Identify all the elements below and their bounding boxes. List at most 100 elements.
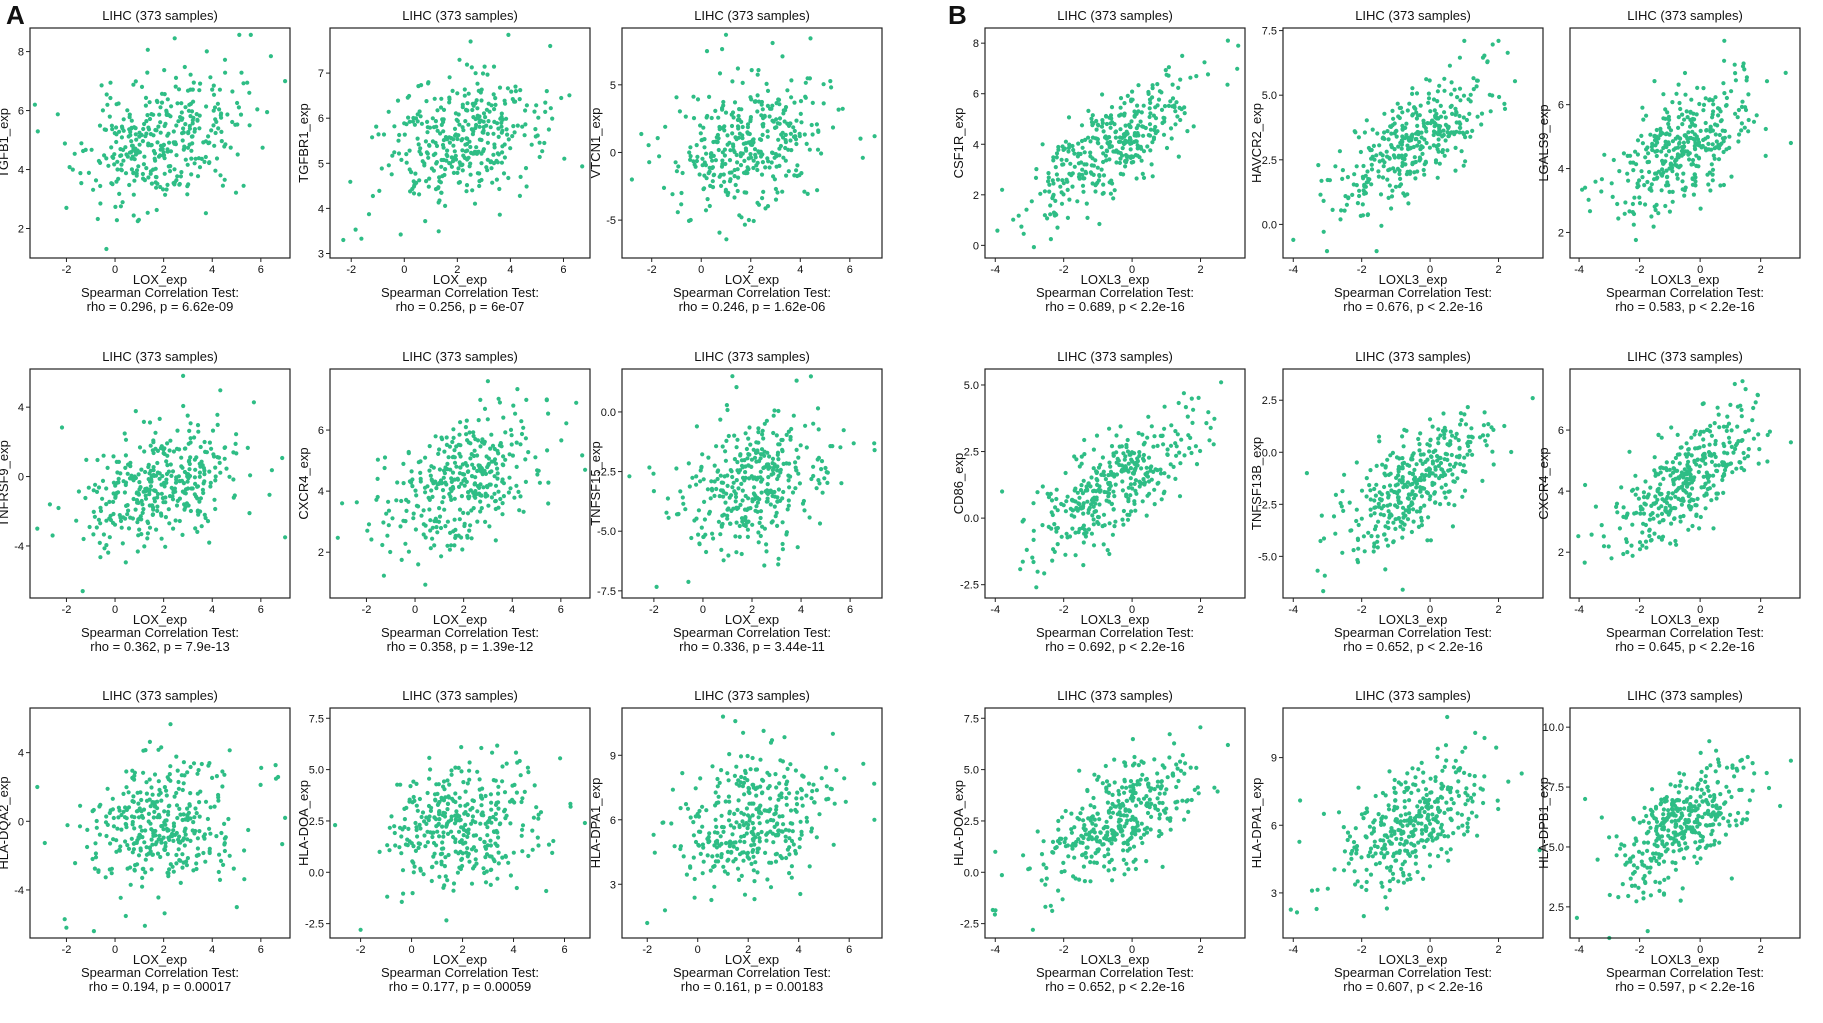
data-point [692,895,697,900]
data-point [425,790,430,796]
data-point [583,467,588,472]
data-point [214,156,220,161]
data-point [167,521,172,526]
data-point [198,496,203,501]
data-point [533,455,538,460]
data-point [701,477,706,482]
data-point [1136,431,1141,436]
data-point [365,528,370,533]
data-point [136,533,141,538]
data-point [1497,94,1502,100]
data-point [780,814,785,819]
data-point [761,728,766,734]
data-point [470,462,475,467]
data-point [830,444,835,449]
data-point [168,462,173,467]
data-point [518,494,523,499]
data-point [1340,168,1345,173]
data-point [460,125,465,130]
data-point [471,466,477,471]
data-point [490,750,495,755]
data-point [208,75,213,80]
data-point [486,119,491,124]
data-point [449,543,454,548]
y-tick-label: 2 [18,224,24,236]
data-point [434,525,439,530]
data-point [413,171,418,176]
data-point [751,218,756,224]
data-point [1099,145,1104,150]
data-point [234,432,239,437]
data-point [526,770,531,775]
data-point [510,97,515,102]
data-point [397,132,402,138]
y-tick-label: 0 [610,147,616,159]
data-point [1155,82,1160,87]
data-point [681,854,686,859]
data-point [477,179,482,184]
x-tick-label: 2 [161,944,167,956]
data-point [1100,92,1105,97]
data-point [483,855,488,860]
x-tick-label: 0 [112,604,118,616]
data-point [1709,162,1714,167]
data-point [171,140,176,145]
data-point [1610,194,1615,199]
data-point [724,237,729,242]
data-point [1377,159,1382,164]
data-point [489,800,494,805]
data-point [187,142,192,147]
data-point [446,794,451,799]
data-point [523,166,529,171]
data-point [705,487,711,492]
data-point [787,852,792,857]
data-point [698,123,703,128]
data-point [1668,161,1673,166]
data-point [141,162,146,167]
data-point [202,159,207,164]
data-point [451,881,457,886]
data-point [124,825,129,830]
data-point [1653,207,1658,213]
data-point [403,541,408,546]
data-point [719,841,724,847]
data-point [476,149,481,154]
data-point [190,118,195,123]
data-point [1649,214,1654,219]
data-point [774,510,779,515]
data-point [734,385,739,390]
scatter-chart-b4: LIHC (373 samples)-4 -2 0 2-2.50.02.55.0LOX… [951,349,1246,654]
data-point [165,441,170,446]
data-point [155,495,160,500]
data-point [706,455,711,460]
data-point [171,824,177,829]
data-point [196,768,201,773]
data-point [710,158,715,163]
data-point [495,448,500,454]
data-point [454,444,459,449]
data-point [283,815,288,821]
data-point [1188,75,1193,80]
data-point [1397,115,1402,121]
data-point [411,870,416,875]
data-point [433,479,438,484]
data-point [725,516,730,521]
data-point [559,438,564,443]
data-point [437,198,442,203]
data-point [385,843,390,848]
data-point [1400,156,1405,161]
data-point [463,789,468,794]
data-point [161,480,167,485]
data-point [1090,135,1096,140]
data-point [184,863,189,868]
data-point [192,831,197,836]
data-point [280,455,285,461]
data-point [145,536,150,541]
data-point [191,761,197,766]
y-tick-label: -5.0 [597,526,616,538]
data-point [479,161,484,166]
data-point [406,826,411,832]
data-point [211,123,216,128]
data-point [748,152,753,157]
data-point [723,187,729,192]
